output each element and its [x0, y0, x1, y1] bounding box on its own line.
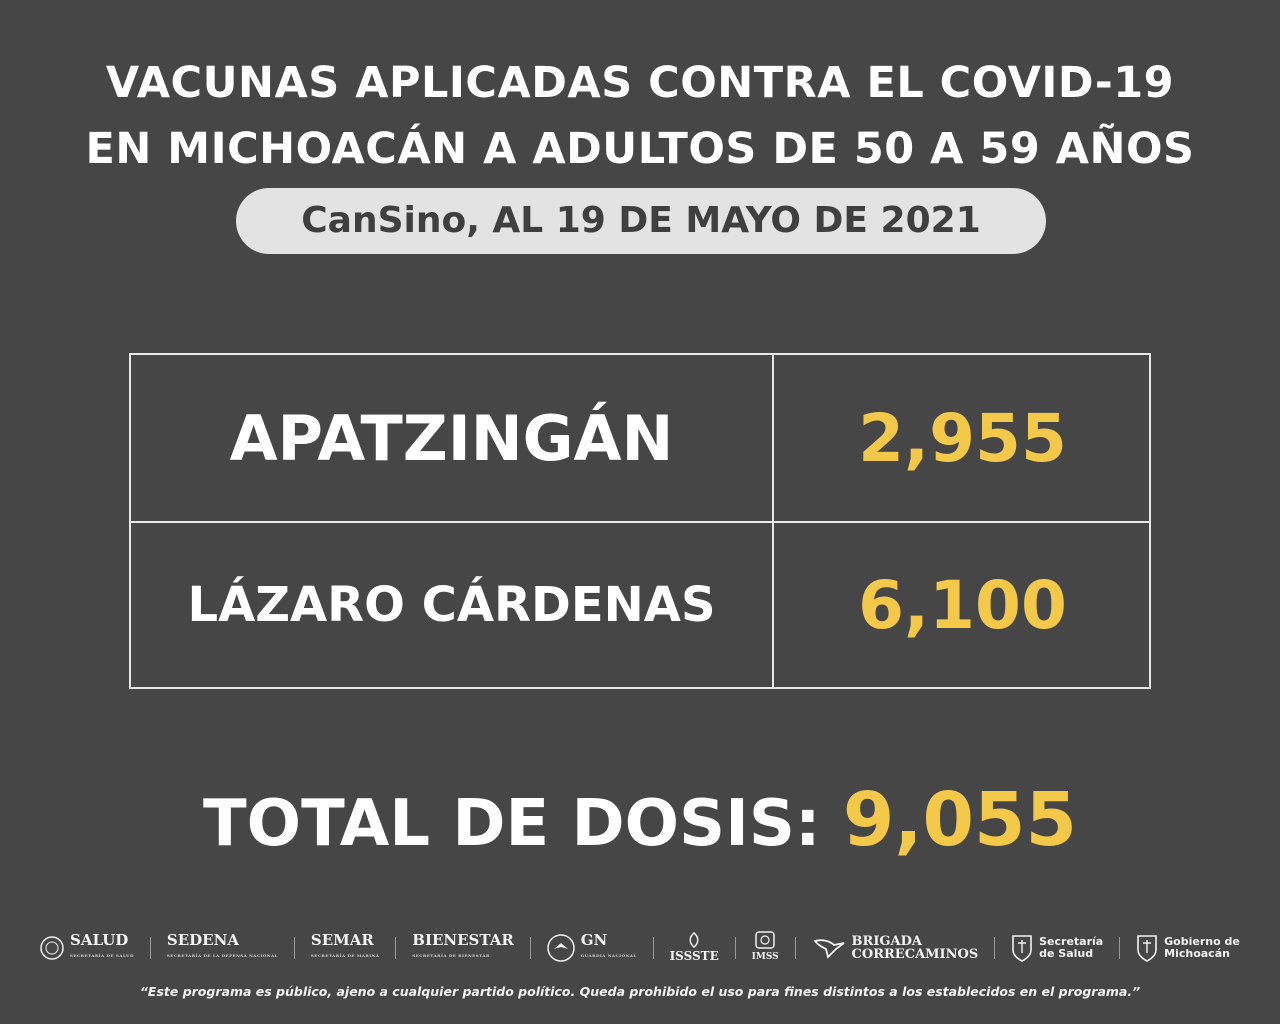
divider [395, 937, 397, 959]
title-line-1: VACUNAS APLICADAS CONTRA EL COVID-19 [105, 58, 1175, 108]
logo-label: SALUD [70, 931, 129, 949]
logo-label: Michoacán [1164, 947, 1230, 960]
logo-label: ISSSTE [669, 949, 719, 963]
title-line-2: EN MICHOACÁN A ADULTOS DE 50 A 59 AÑOS [85, 124, 1195, 174]
dose-count: 2,955 [858, 399, 1067, 477]
logo-label: BRIGADA [851, 934, 922, 949]
logo-gn: GN GUARDIA NACIONAL [546, 931, 637, 964]
divider [529, 937, 531, 959]
total-doses: TOTAL DE DOSIS: 9,055 [0, 772, 1280, 868]
municipality-name: LÁZARO CÁRDENAS [131, 522, 774, 688]
issste-emblem-icon [689, 932, 699, 948]
date-badge: CanSino, AL 19 DE MAYO DE 2021 [236, 188, 1046, 254]
logo-gobierno-michoacan: Gobierno de Michoacán [1136, 933, 1240, 963]
total-label: TOTAL DE DOSIS: [203, 787, 821, 861]
table-row: LÁZARO CÁRDENAS 6,100 [131, 522, 1149, 688]
municipality-name: APATZINGÁN [131, 355, 774, 521]
logo-semar: SEMAR SECRETARÍA DE MARINA [311, 932, 379, 964]
page-title: VACUNAS APLICADAS CONTRA EL COVID-19 EN … [0, 50, 1280, 182]
logo-label: SEDENA [166, 931, 239, 949]
logo-bienestar: BIENESTAR SECRETARÍA DE BIENESTAR [412, 932, 514, 964]
logo-label: BIENESTAR [412, 931, 514, 949]
divider [293, 937, 295, 959]
roadrunner-icon [813, 939, 845, 959]
logo-label: SEMAR [310, 931, 374, 949]
logo-label: Gobierno de [1164, 935, 1240, 948]
dose-count: 6,100 [858, 566, 1067, 644]
guardia-nacional-emblem-icon [546, 934, 575, 962]
logo-brigada: BRIGADA CORRECAMINOS [812, 934, 979, 962]
divider [794, 937, 796, 959]
divider [1119, 937, 1121, 959]
vaccine-table: APATZINGÁN 2,955 LÁZARO CÁRDENAS 6,100 [129, 353, 1151, 689]
total-value: 9,055 [842, 777, 1077, 863]
imss-emblem-icon [755, 931, 775, 949]
michoacan-shield-icon [1137, 935, 1157, 962]
logo-label: CORRECAMINOS [851, 947, 979, 962]
michoacan-shield-icon [1012, 935, 1032, 962]
logo-strip: SALUD SECRETARÍA DE SALUD SEDENA SECRETA… [40, 928, 1240, 968]
divider [149, 937, 151, 959]
divider [994, 937, 996, 959]
logo-sedena: SEDENA SECRETARÍA DE LA DEFENSA NACIONAL [167, 932, 278, 964]
legal-disclaimer: “Este programa es público, ajeno a cualq… [139, 984, 1141, 999]
logo-label: IMSS [751, 952, 779, 962]
logo-issste: ISSSTE [670, 932, 719, 964]
logo-label: Secretaría [1039, 935, 1104, 948]
logo-salud: SALUD SECRETARÍA DE SALUD [40, 932, 134, 964]
logo-sublabel: GUARDIA NACIONAL [580, 953, 637, 958]
logo-secretaria-salud: Secretaría de Salud [1011, 933, 1103, 963]
logo-label: de Salud [1039, 947, 1094, 960]
logo-label: GN [580, 931, 608, 949]
logo-sublabel: SECRETARÍA DE MARINA [310, 953, 380, 958]
divider [734, 937, 736, 959]
table-row: APATZINGÁN 2,955 [131, 355, 1149, 523]
divider [652, 937, 654, 959]
logo-sublabel: SECRETARÍA DE SALUD [70, 953, 134, 958]
logo-sublabel: SECRETARÍA DE BIENESTAR [412, 953, 490, 958]
mexico-seal-icon [40, 936, 64, 960]
logo-imss: IMSS [752, 931, 779, 965]
logo-sublabel: SECRETARÍA DE LA DEFENSA NACIONAL [166, 953, 278, 958]
